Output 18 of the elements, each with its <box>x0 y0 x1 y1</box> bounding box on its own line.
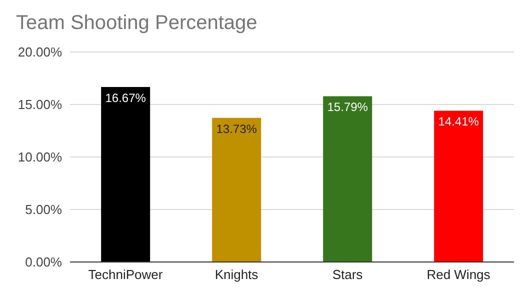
y-tick-label: 20.00% <box>18 44 62 60</box>
chart-title: Team Shooting Percentage <box>15 11 258 36</box>
bar <box>323 96 372 262</box>
bar <box>101 86 150 262</box>
x-tick-label: Knights <box>214 267 259 282</box>
data-label: 14.41% <box>438 114 480 129</box>
y-tick-label: 5.00% <box>25 202 62 218</box>
bar <box>212 118 262 262</box>
x-tick-label: TechniPower <box>88 267 164 282</box>
data-label: 13.73% <box>216 122 258 136</box>
data-label: 16.67% <box>105 90 146 105</box>
bar <box>434 110 484 262</box>
x-tick-label: Stars <box>332 267 364 282</box>
y-tick-label: 10.00% <box>18 150 62 165</box>
data-label: 15.79% <box>327 100 368 114</box>
y-tick-label: 15.00% <box>18 97 62 112</box>
y-tick-label: 0.00% <box>25 254 62 270</box>
x-tick-label: Red Wings <box>426 267 491 282</box>
